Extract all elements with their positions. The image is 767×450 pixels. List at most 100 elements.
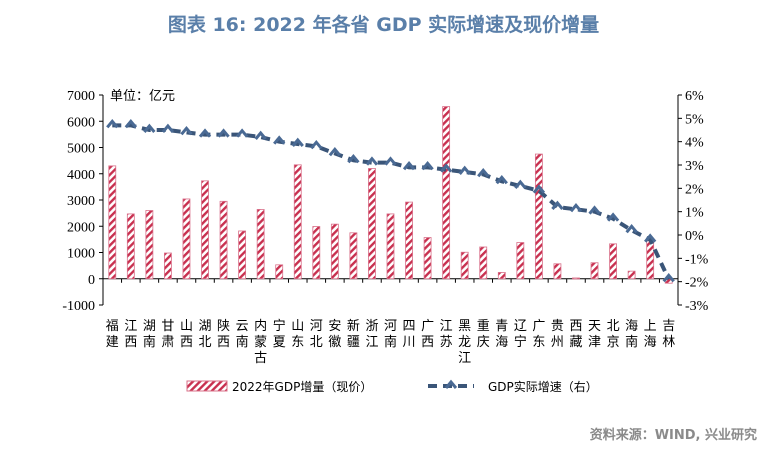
chart-title: 图表 16: 2022 年各省 GDP 实际增速及现价增量 [167,14,600,36]
svg-text:陕: 陕 [217,319,230,334]
svg-text:广: 广 [532,319,545,334]
growth-point-江西 [124,118,137,129]
bar-新疆 [349,232,358,280]
category-label: 广西 [421,319,434,350]
growth-point-内蒙古 [254,130,267,140]
svg-text:浙: 浙 [365,319,378,334]
bar-江西 [126,213,135,280]
svg-text:湖: 湖 [143,319,156,334]
growth-point-天津 [588,205,601,215]
svg-text:藏: 藏 [569,335,582,350]
bar-贵州 [553,263,562,280]
right-tick-label: 3% [685,159,704,174]
category-label: 安徽 [328,319,341,350]
bar-山西 [182,198,191,280]
category-label: 内蒙古 [254,318,267,366]
svg-text:古: 古 [254,351,267,366]
svg-text:海: 海 [625,319,638,334]
svg-text:安: 安 [328,319,341,334]
growth-point-海南 [625,223,638,234]
svg-text:云: 云 [236,319,249,334]
bar-重庆 [479,246,488,280]
svg-text:疆: 疆 [347,335,360,350]
svg-text:徽: 徽 [328,335,341,350]
bar-湖南 [145,210,154,280]
category-label: 福建 [106,319,119,350]
left-tick-label: 5000 [67,142,95,157]
bar-云南 [238,230,247,280]
bar-四川 [405,201,413,280]
growth-point-浙江 [365,156,379,166]
svg-text:西: 西 [569,319,582,334]
category-label: 黑龙江 [458,319,471,366]
svg-text:天: 天 [588,319,601,334]
bar-陕西 [219,200,228,280]
category-label: 海南 [625,319,638,350]
category-label: 浙江 [365,319,378,350]
svg-text:宁: 宁 [514,334,527,350]
category-label: 湖南 [143,319,156,350]
svg-text:江: 江 [124,319,137,334]
category-label: 四川 [403,319,416,350]
svg-text:南: 南 [384,334,397,350]
svg-text:北: 北 [199,335,212,350]
growth-point-河北 [310,139,323,150]
svg-text:京: 京 [607,335,620,350]
bar-北京 [609,243,617,280]
growth-point-山西 [180,125,193,136]
growth-point-辽宁 [514,179,527,189]
bar-宁夏 [275,264,284,280]
right-tick-label: -3% [685,299,709,314]
growth-point-新疆 [347,153,360,164]
bar-上海 [646,240,655,280]
left-tick-label: 7000 [67,89,95,104]
bar-福建 [108,165,117,280]
category-label: 上海 [644,319,657,350]
right-tick-label: 0% [685,229,704,244]
growth-point-安徽 [328,146,342,157]
svg-text:四: 四 [403,319,416,334]
category-label: 天津 [588,319,601,350]
left-tick-label: 3000 [67,194,95,209]
growth-point-四川 [402,160,416,171]
left-tick-label: 2000 [67,220,95,235]
svg-text:建: 建 [106,335,119,350]
growth-point-吉林 [662,272,675,283]
legend-line-label: GDP实际增速（右） [488,379,598,394]
svg-text:西: 西 [124,335,137,350]
svg-text:州: 州 [551,335,564,350]
bar-河北 [312,226,321,280]
svg-text:肃: 肃 [161,335,174,350]
growth-point-陕西 [217,128,230,138]
growth-point-江苏 [439,163,453,173]
svg-text:福: 福 [106,319,119,334]
svg-text:上: 上 [644,319,657,334]
svg-text:山: 山 [180,319,193,334]
bar-浙江 [368,168,376,280]
category-label: 陕西 [217,319,230,350]
growth-point-云南 [235,128,249,138]
left-tick-label: 6000 [67,115,95,130]
bar-河南 [386,213,395,280]
right-tick-label: -2% [685,276,709,291]
growth-point-甘肃 [161,123,175,133]
source-note: 资料来源：WIND, 兴业研究 [589,428,757,443]
right-tick-label: -1% [685,252,709,267]
category-label: 辽宁 [514,319,527,350]
svg-text:黑: 黑 [458,319,471,334]
svg-text:湖: 湖 [199,319,212,334]
right-tick-label: 5% [685,112,704,127]
svg-text:甘: 甘 [161,319,174,334]
svg-text:龙: 龙 [458,335,471,350]
svg-text:青: 青 [495,319,508,334]
right-tick-label: 6% [685,89,704,104]
svg-text:西: 西 [421,335,434,350]
svg-text:河: 河 [384,319,397,334]
bar-西藏 [572,277,580,280]
legend-bar-swatch [186,380,228,392]
svg-text:庆: 庆 [477,335,490,350]
bar-山东 [293,164,302,280]
svg-text:重: 重 [477,318,490,334]
